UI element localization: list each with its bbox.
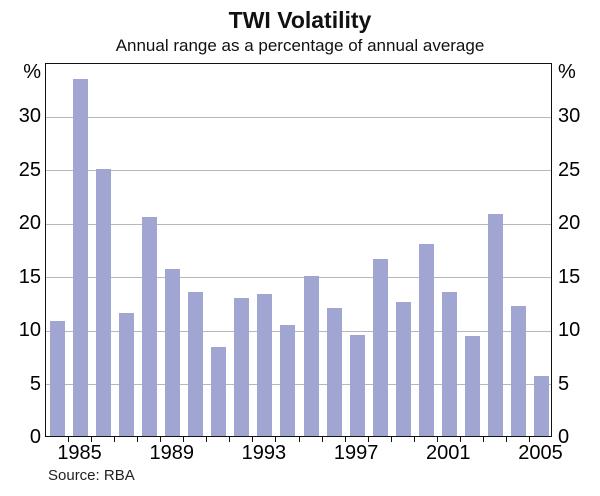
x-tick (528, 437, 530, 442)
x-tick (413, 437, 415, 442)
y-tick-label-right-5: 5 (558, 372, 570, 395)
x-tick (183, 437, 185, 442)
y-tick-label-right-10: 10 (558, 319, 581, 342)
x-tick (91, 437, 93, 442)
x-tick-label-2005: 2005 (518, 442, 563, 464)
x-tick (137, 437, 139, 442)
bar-1994 (280, 324, 296, 436)
bar-1984 (50, 320, 66, 436)
bar-1989 (165, 269, 181, 436)
x-tick (68, 437, 70, 442)
x-axis-ticks (45, 437, 552, 443)
x-tick-label-1989: 1989 (149, 442, 195, 464)
x-tick (367, 437, 369, 442)
y-tick-label-left-30: 30 (18, 105, 41, 128)
bar-1987 (119, 313, 135, 436)
x-tick-label-1997: 1997 (333, 442, 379, 464)
bar-1991 (211, 347, 227, 436)
bar-1993 (257, 293, 273, 436)
x-axis-labels: 1985 1989 1993 1997 2001 2005 (45, 442, 562, 465)
gridline-15 (46, 277, 551, 279)
x-tick (482, 437, 484, 442)
y-axis-right: 0 5 10 15 20 25 30% (558, 0, 600, 496)
bar-2001 (441, 291, 457, 436)
bar-2003 (487, 213, 503, 436)
bar-1986 (96, 168, 112, 436)
gridline-10 (46, 330, 551, 332)
bar-1996 (326, 307, 342, 436)
bar-1988 (142, 216, 158, 436)
y-tick-label-right-15: 15 (558, 265, 581, 288)
bar-1998 (372, 258, 388, 436)
unit-label-right: % (558, 61, 576, 83)
y-tick-label-right-20: 20 (558, 212, 581, 235)
x-tick (206, 437, 208, 442)
bar-2004 (510, 305, 526, 436)
x-tick (160, 437, 162, 442)
bar-1997 (349, 334, 365, 436)
x-tick (505, 437, 507, 442)
chart-subtitle: Annual range as a percentage of annual a… (115, 36, 485, 55)
x-tick (252, 437, 254, 442)
y-tick-label-left-5: 5 (29, 372, 41, 395)
bar-1985 (73, 79, 89, 436)
y-tick-label-right-25: 25 (558, 158, 581, 181)
bar-1990 (188, 291, 204, 436)
y-axis-left: 0 5 10 15 20 25 30% (0, 0, 41, 496)
y-tick-label-left-25: 25 (18, 158, 41, 181)
unit-label-left: % (23, 61, 41, 83)
gridline-30 (46, 116, 551, 118)
gridline-25 (46, 170, 551, 172)
y-tick-label-right-0: 0 (558, 426, 570, 448)
x-tick (344, 437, 346, 442)
gridline-5 (46, 384, 551, 386)
bar-2000 (418, 243, 434, 436)
x-tick-label-2001: 2001 (426, 442, 471, 464)
y-tick-label-left-10: 10 (18, 319, 41, 342)
y-tick-label-left-20: 20 (18, 212, 41, 235)
x-tick-label-1993: 1993 (241, 442, 287, 464)
bar-1995 (303, 275, 319, 436)
x-tick (321, 437, 323, 442)
bar-1999 (395, 302, 411, 436)
x-tick-label-1985: 1985 (57, 442, 102, 464)
source-note: Source: RBA (48, 467, 135, 484)
bar-1992 (234, 298, 250, 436)
x-tick (275, 437, 277, 442)
gridline-20 (46, 223, 551, 225)
y-tick-label-left-0: 0 (29, 426, 41, 448)
y-tick-label-left-15: 15 (18, 265, 41, 288)
y-tick-label-right-30: 30 (558, 105, 581, 128)
x-tick (390, 437, 392, 442)
bar-2002 (464, 335, 480, 436)
bar-2005 (533, 376, 549, 436)
chart-title: TWI Volatility (228, 7, 372, 33)
x-tick (459, 437, 461, 442)
x-tick (229, 437, 231, 442)
x-tick (298, 437, 300, 442)
x-tick (436, 437, 438, 442)
x-tick (114, 437, 116, 442)
plot-area (45, 63, 552, 437)
